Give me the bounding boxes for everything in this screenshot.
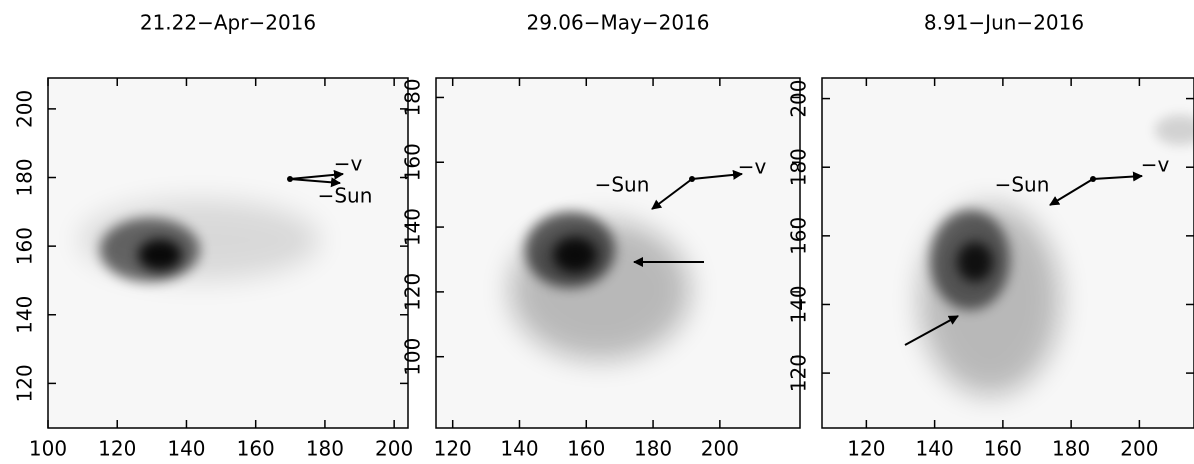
image [48,78,408,428]
annotation: −v [738,155,767,179]
y-tick-label: 160 [13,227,37,265]
x-tick-label: 140 [916,437,954,461]
x-tick-label: 160 [237,437,275,461]
x-tick-label: 120 [98,437,136,461]
feature-arrow [904,315,959,346]
x-tick-label: 200 [1120,437,1158,461]
y-tick-label: 120 [787,354,811,392]
y-tick-label: 200 [13,90,37,128]
x-tick-label: 180 [1052,437,1090,461]
direction-arrow [691,169,743,180]
annotation: −v [1141,153,1170,177]
y-tick-label: 180 [401,78,425,116]
y-tick-label: 160 [787,217,811,255]
frame [821,77,1194,429]
coma [138,239,182,271]
coma [1155,115,1194,145]
x-tick-label: 120 [847,437,885,461]
y-tick-label: 140 [13,296,37,334]
y-tick-label: 180 [787,148,811,186]
annotation: −Sun [318,184,373,208]
x-tick-label: 160 [567,437,605,461]
y-tick-label: 140 [401,208,425,246]
coma [553,237,597,273]
annotation: −v [334,152,363,176]
frame [435,77,801,429]
coma [957,242,993,282]
x-tick-label: 180 [306,437,344,461]
y-tick-label: 100 [401,338,425,376]
panel-title: 8.91−Jun−2016 [924,11,1084,35]
annotation: −Sun [595,173,650,197]
x-tick-label: 200 [375,437,413,461]
panel-title: 29.06−May−2016 [526,11,709,35]
x-tick-label: 180 [634,437,672,461]
frame [47,77,409,429]
direction-arrow [651,178,693,210]
direction-arrow [289,169,344,180]
x-tick-label: 100 [29,437,67,461]
image [436,78,800,428]
y-tick-label: 140 [787,285,811,323]
x-tick-label: 140 [500,437,538,461]
y-tick-label: 180 [13,158,37,196]
image [822,78,1194,428]
direction-arrow [1092,171,1143,182]
direction-arrow [1049,178,1094,206]
direction-arrow [289,177,341,188]
y-tick-label: 160 [401,143,425,181]
annotation: −Sun [995,173,1050,197]
y-tick-label: 120 [401,273,425,311]
y-tick-label: 120 [13,364,37,402]
y-tick-label: 200 [787,79,811,117]
x-tick-label: 160 [984,437,1022,461]
x-tick-label: 200 [701,437,739,461]
x-tick-label: 120 [434,437,472,461]
panel-title: 21.22−Apr−2016 [140,11,316,35]
x-tick-label: 140 [167,437,205,461]
